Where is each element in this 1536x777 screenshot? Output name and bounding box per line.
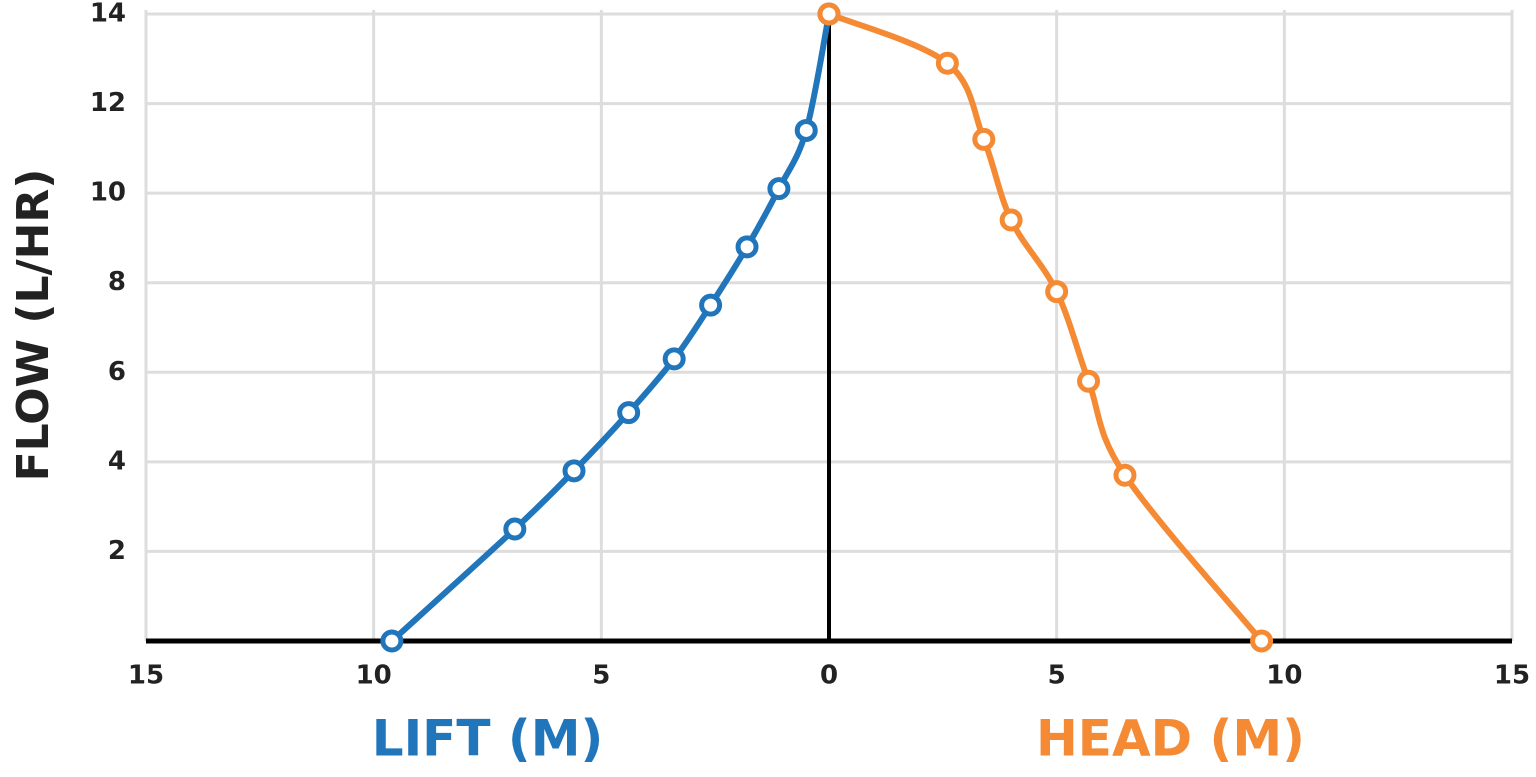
x-tick-label: 15 xyxy=(1494,661,1530,691)
y-tick-label: 4 xyxy=(108,446,126,476)
data-point xyxy=(735,235,759,259)
x-tick-label: 10 xyxy=(356,661,392,691)
y-tick-label: 2 xyxy=(108,536,126,566)
x-tick-label: 5 xyxy=(1048,661,1066,691)
data-point xyxy=(1250,629,1274,653)
data-point xyxy=(562,459,586,483)
axis-series-label: LIFT (M) xyxy=(372,710,604,768)
x-tick-label: 15 xyxy=(128,661,164,691)
y-tick-label: 10 xyxy=(90,178,126,208)
data-point xyxy=(662,347,686,371)
y-axis-title: FLOW (L/HR) xyxy=(8,169,59,482)
data-point xyxy=(699,293,723,317)
x-tick-label: 5 xyxy=(592,661,610,691)
data-point xyxy=(935,51,959,75)
axis-series-label: HEAD (M) xyxy=(1036,710,1305,768)
data-point xyxy=(972,127,996,151)
data-point xyxy=(1045,280,1069,304)
data-point xyxy=(617,401,641,425)
data-point xyxy=(380,629,404,653)
data-point xyxy=(817,2,841,26)
y-tick-label: 12 xyxy=(90,88,126,118)
data-point xyxy=(767,177,791,201)
series-line xyxy=(389,13,832,644)
x-tick-label: 0 xyxy=(820,661,838,691)
data-point xyxy=(1077,369,1101,393)
data-point xyxy=(503,517,527,541)
y-tick-label: 6 xyxy=(108,357,126,387)
data-point xyxy=(794,118,818,142)
y-tick-label: 8 xyxy=(108,267,126,297)
series-line xyxy=(827,11,1264,643)
data-point xyxy=(999,208,1023,232)
x-tick-label: 10 xyxy=(1266,661,1302,691)
data-point xyxy=(1113,463,1137,487)
y-tick-label: 14 xyxy=(90,0,126,29)
